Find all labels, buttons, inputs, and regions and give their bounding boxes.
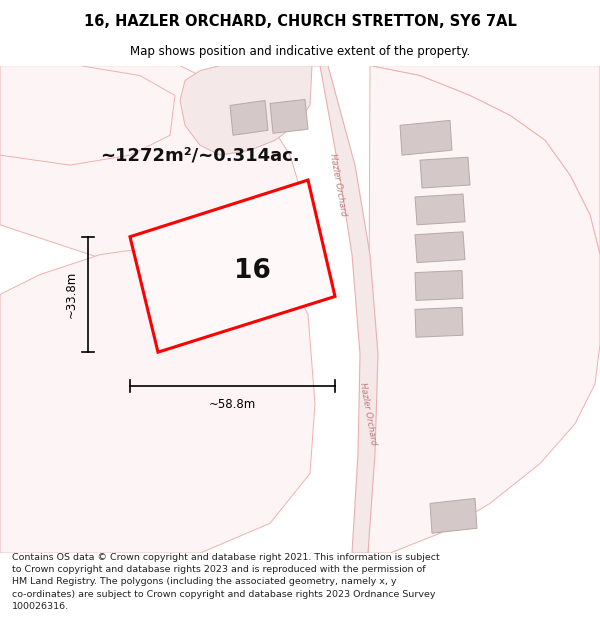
Text: Hazler Orchard: Hazler Orchard — [328, 153, 348, 217]
Text: ~58.8m: ~58.8m — [209, 398, 256, 411]
Text: Contains OS data © Crown copyright and database right 2021. This information is : Contains OS data © Crown copyright and d… — [12, 553, 440, 611]
Polygon shape — [400, 121, 452, 155]
Polygon shape — [0, 245, 315, 553]
Polygon shape — [312, 66, 378, 553]
Polygon shape — [0, 66, 308, 284]
Polygon shape — [420, 157, 470, 188]
Polygon shape — [130, 180, 335, 352]
Text: 16: 16 — [235, 258, 271, 284]
Polygon shape — [430, 498, 477, 533]
Polygon shape — [200, 213, 246, 259]
Text: ~1272m²/~0.314ac.: ~1272m²/~0.314ac. — [100, 146, 299, 164]
Polygon shape — [415, 271, 463, 301]
Polygon shape — [230, 101, 268, 135]
Polygon shape — [415, 232, 465, 262]
Polygon shape — [270, 99, 308, 133]
Text: 16, HAZLER ORCHARD, CHURCH STRETTON, SY6 7AL: 16, HAZLER ORCHARD, CHURCH STRETTON, SY6… — [83, 14, 517, 29]
Text: ~33.8m: ~33.8m — [65, 271, 78, 318]
Polygon shape — [352, 66, 600, 553]
Polygon shape — [415, 194, 465, 225]
Text: Map shows position and indicative extent of the property.: Map shows position and indicative extent… — [130, 44, 470, 58]
Polygon shape — [415, 308, 463, 338]
Polygon shape — [0, 66, 175, 165]
Text: Hazler Orchard: Hazler Orchard — [358, 382, 378, 446]
Polygon shape — [180, 66, 312, 155]
Polygon shape — [370, 66, 600, 254]
